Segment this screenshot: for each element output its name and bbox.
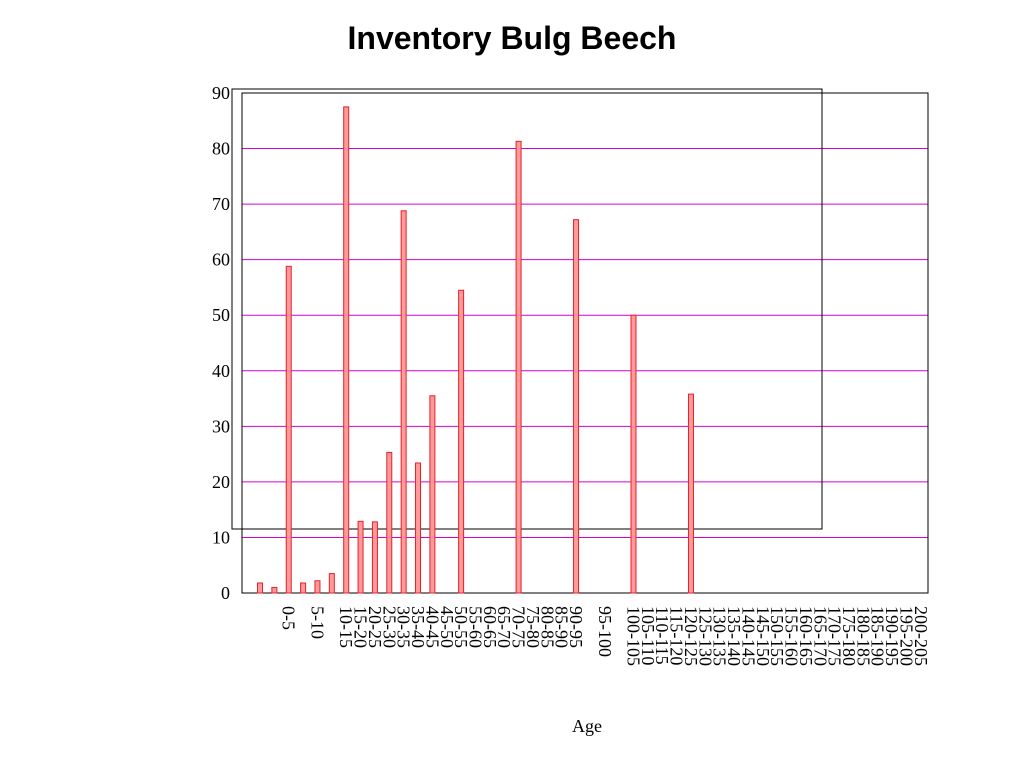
x-tick-label: 195-200 <box>896 606 916 666</box>
x-tick-label: 190-195 <box>882 606 902 666</box>
x-tick-label: 155-160 <box>782 606 802 666</box>
y-tick-label: 70 <box>212 194 230 214</box>
x-axis-label: Age <box>572 716 602 736</box>
x-tick-label: 135-140 <box>724 606 744 666</box>
x-tick-label: 60-65 <box>480 606 500 648</box>
bar <box>400 210 407 594</box>
x-tick-label: 35-40 <box>408 606 428 648</box>
bar <box>515 140 522 594</box>
bar <box>429 395 436 594</box>
x-tick-label: 180-185 <box>853 606 873 666</box>
bar <box>314 580 321 594</box>
x-tick-label: 50-55 <box>451 606 471 648</box>
x-tick-label: 145-150 <box>753 606 773 666</box>
x-tick-label: 75-80 <box>523 606 543 648</box>
x-tick-label: 100-105 <box>624 606 644 666</box>
x-tick-label: 150-155 <box>767 606 787 666</box>
bar <box>285 265 292 594</box>
y-tick-label: 90 <box>212 83 230 103</box>
x-tick-label: 10-15 <box>336 606 356 648</box>
x-tick-label: 110-115 <box>652 606 672 665</box>
bar <box>386 451 393 594</box>
y-tick-label: 20 <box>212 472 230 492</box>
y-tick-label: 50 <box>212 305 230 325</box>
y-tick-label: 80 <box>212 139 230 159</box>
x-tick-label: 130-135 <box>710 606 730 666</box>
x-tick-label: 175-180 <box>839 606 859 666</box>
bar <box>371 521 378 594</box>
y-tick-label: 30 <box>212 416 230 436</box>
x-tick-label: 140-145 <box>738 606 758 666</box>
x-tick-label: 15-20 <box>351 606 371 648</box>
x-tick-label: 5-10 <box>307 606 327 639</box>
bar <box>573 219 580 594</box>
y-tick-label: 0 <box>221 583 230 603</box>
x-tick-label: 90-95 <box>566 606 586 648</box>
x-tick-label: 40-45 <box>422 606 442 648</box>
y-tick-label: 10 <box>212 527 230 547</box>
x-tick-label: 95-100 <box>595 606 615 657</box>
x-tick-label: 30-35 <box>394 606 414 648</box>
bar <box>357 520 364 594</box>
x-tick-label: 120-125 <box>681 606 701 666</box>
x-tick-label: 65-70 <box>494 606 514 648</box>
chart-title: Inventory Bulg Beech <box>347 20 677 56</box>
x-tick-label: 80-85 <box>537 606 557 648</box>
bar <box>415 462 422 594</box>
x-tick-label: 55-60 <box>465 606 485 648</box>
y-tick-label: 40 <box>212 361 230 381</box>
x-tick-label: 125-130 <box>695 606 715 666</box>
x-tick-label: 20-25 <box>365 606 385 648</box>
bar <box>458 289 465 594</box>
x-tick-label: 85-90 <box>552 606 572 648</box>
x-tick-label: 45-50 <box>437 606 457 648</box>
legend-box <box>231 88 823 530</box>
x-tick-label: 70-75 <box>509 606 529 648</box>
x-tick-label: 115-120 <box>667 606 687 665</box>
x-tick-label: 170-175 <box>825 606 845 666</box>
x-tick-label: 105-110 <box>638 606 658 665</box>
x-tick-label: 165-170 <box>810 606 830 666</box>
bar <box>257 582 263 594</box>
bar <box>328 573 335 594</box>
y-tick-label: 60 <box>212 250 230 270</box>
bar <box>300 582 307 594</box>
x-tick-label: 200-205 <box>911 606 931 666</box>
bar <box>343 106 350 594</box>
x-tick-label: 25-30 <box>379 606 399 648</box>
x-tick-label: 160-165 <box>796 606 816 666</box>
x-tick-label: 185-190 <box>868 606 888 666</box>
bar <box>687 393 694 594</box>
bar <box>630 314 637 594</box>
plot-frame <box>241 92 929 594</box>
bar <box>271 586 278 594</box>
x-tick-label: 0-5 <box>279 606 299 630</box>
